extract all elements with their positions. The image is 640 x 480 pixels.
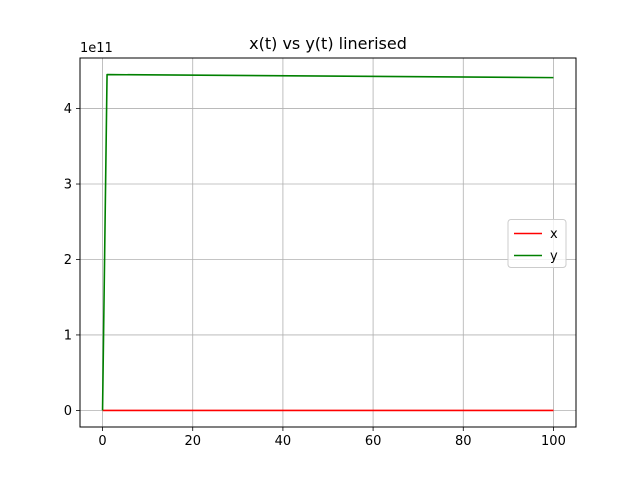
y-tick-label: 0 — [64, 404, 72, 419]
chart-title: x(t) vs y(t) linerised — [249, 34, 407, 53]
x-tick-label: 20 — [184, 434, 201, 449]
axes-frame — [79, 57, 577, 428]
legend-label-y: y — [550, 249, 558, 264]
x-tick-label: 100 — [541, 434, 566, 449]
series-line-y — [101, 73, 554, 411]
x-tick-label: 0 — [98, 434, 106, 449]
y-tick-label: 4 — [64, 102, 72, 117]
y-tick-label: 2 — [64, 253, 72, 268]
grid — [80, 58, 576, 427]
x-tick-label: 80 — [455, 434, 472, 449]
y-tick-label: 1 — [64, 328, 72, 343]
legend: xy — [507, 219, 567, 268]
legend-label-x: x — [550, 227, 558, 242]
x-tick-label: 40 — [275, 434, 292, 449]
ticks: 0 20 40 60 80 100 0 1 2 3 4 — [64, 102, 566, 449]
series-lines — [101, 73, 554, 412]
y-offset-text: 1e11 — [80, 41, 113, 56]
y-tick-label: 3 — [64, 178, 72, 193]
x-tick-label: 60 — [365, 434, 382, 449]
